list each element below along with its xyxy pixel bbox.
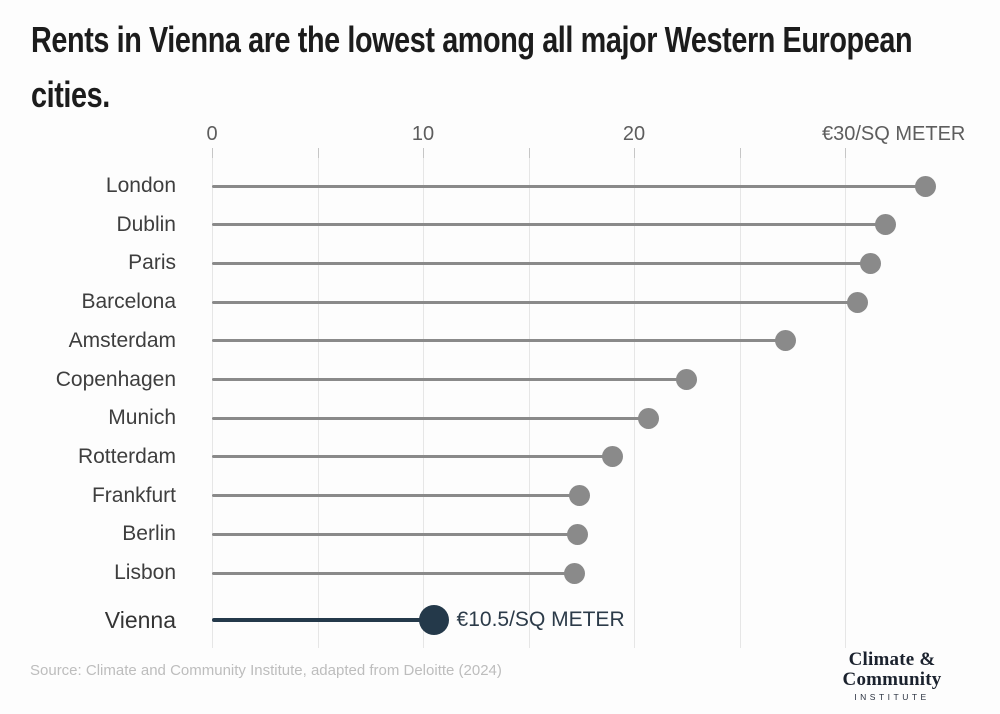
stem-vienna [212, 618, 434, 622]
stem-copenhagen [212, 378, 687, 381]
data-dot-munich [638, 407, 660, 429]
chart-title: Rents in Vienna are the lowest among all… [31, 12, 983, 122]
gridline-20 [634, 148, 635, 648]
city-label-berlin: Berlin [122, 522, 176, 546]
chart-title-line2: cities. [31, 74, 110, 115]
data-dot-berlin [566, 523, 588, 545]
axis-tick-25 [739, 148, 741, 158]
city-label-rotterdam: Rotterdam [77, 444, 176, 468]
stem-london [212, 184, 926, 188]
stem-munich [212, 416, 649, 420]
data-dot-barcelona [847, 291, 869, 313]
x-axis-label-10: 10 [411, 123, 435, 145]
logo-text-line2: Community [842, 669, 942, 690]
source-note: Source: Climate and Community Institute,… [30, 662, 502, 679]
stem-paris [212, 261, 871, 265]
axis-tick-30 [845, 148, 846, 158]
logo-text-line1: Climate & [848, 649, 936, 670]
x-axis-label-30: €30/SQ METER [822, 123, 966, 145]
gridline-10 [423, 148, 424, 648]
axis-tick-0 [212, 148, 213, 158]
data-dot-paris [859, 252, 881, 274]
x-axis-label-0: 0 [206, 123, 218, 145]
data-dot-frankfurt [568, 485, 590, 507]
city-label-barcelona: Barcelona [81, 290, 176, 314]
gridline-5 [317, 148, 319, 648]
gridline-25 [739, 148, 741, 648]
axis-tick-10 [423, 148, 424, 158]
data-dot-copenhagen [676, 369, 698, 390]
city-label-dublin: Dublin [116, 212, 176, 236]
city-label-vienna: Vienna [104, 607, 176, 633]
stem-lisbon [212, 571, 575, 575]
cci-logo: Climate & Community INSTITUTE [812, 649, 972, 703]
stem-barcelona [212, 300, 858, 304]
city-label-frankfurt: Frankfurt [91, 483, 176, 507]
stem-amsterdam [212, 339, 786, 343]
gridline-15 [528, 148, 530, 648]
city-label-copenhagen: Copenhagen [55, 367, 176, 391]
city-label-london: London [105, 174, 176, 197]
data-dot-amsterdam [775, 330, 797, 352]
data-dot-lisbon [564, 562, 586, 584]
chart-title-line1: Rents in Vienna are the lowest among all… [31, 19, 913, 60]
data-dot-london [914, 175, 936, 197]
logo-text-line3: INSTITUTE [854, 692, 930, 702]
stem-frankfurt [212, 494, 580, 498]
stem-dublin [212, 223, 886, 227]
stem-rotterdam [212, 455, 613, 459]
x-axis-label-20: 20 [622, 123, 646, 145]
city-label-lisbon: Lisbon [114, 561, 176, 584]
data-dot-vienna [418, 605, 449, 635]
axis-tick-15 [528, 148, 530, 158]
city-label-amsterdam: Amsterdam [68, 328, 176, 352]
stem-berlin [212, 532, 578, 536]
data-dot-dublin [874, 214, 896, 236]
axis-tick-20 [634, 148, 635, 158]
city-label-paris: Paris [128, 251, 176, 275]
axis-tick-5 [317, 148, 319, 158]
vienna-value-label: €10.5/SQ METER [456, 608, 625, 631]
data-dot-rotterdam [602, 446, 624, 468]
city-label-munich: Munich [108, 406, 176, 430]
gridline-0 [212, 148, 213, 648]
gridline-30 [845, 148, 846, 648]
